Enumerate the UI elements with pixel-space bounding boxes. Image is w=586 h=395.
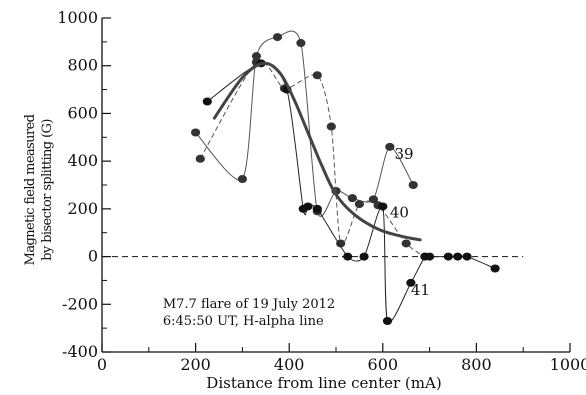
x-tick-label: 400 bbox=[274, 355, 305, 374]
series-41-point bbox=[378, 202, 388, 211]
series-label-39: 39 bbox=[395, 145, 414, 163]
flare-annotation: M7.7 flare of 19 July 2012 6:45:50 UT, H… bbox=[163, 297, 335, 329]
y-tick-label: 200 bbox=[67, 199, 98, 218]
series-39-point bbox=[347, 194, 357, 203]
y-tick-label: -400 bbox=[62, 342, 98, 361]
y-tick-label: 400 bbox=[67, 151, 98, 170]
series-39-point bbox=[385, 142, 395, 151]
series-40-point bbox=[336, 239, 346, 248]
y-axis-label-line-1: Magnetic field measured bbox=[23, 114, 38, 265]
x-axis-label: Distance from line center (mA) bbox=[206, 374, 441, 392]
y-tick-label: -200 bbox=[62, 294, 98, 313]
series-40-point bbox=[195, 154, 205, 163]
y-axis-label-line-2: by bisector splitting (G) bbox=[40, 119, 55, 261]
series-label-40: 40 bbox=[390, 203, 409, 221]
fit-curve bbox=[212, 61, 422, 242]
series-41-point bbox=[359, 252, 369, 261]
series-39-point bbox=[237, 175, 247, 184]
series-39-point bbox=[191, 128, 201, 137]
series-41-point bbox=[490, 264, 500, 273]
x-tick-label: 200 bbox=[180, 355, 211, 374]
series-40-point bbox=[312, 71, 322, 80]
x-tick-label: 0 bbox=[97, 355, 107, 374]
x-tick-label: 800 bbox=[461, 355, 492, 374]
series-41-point bbox=[443, 252, 453, 261]
series-39-point bbox=[272, 33, 283, 42]
series-40-point bbox=[354, 200, 364, 209]
series-41-point bbox=[425, 252, 435, 261]
series-41-point bbox=[202, 97, 212, 106]
y-tick-label: 1000 bbox=[57, 8, 98, 27]
series-41-point bbox=[303, 202, 313, 211]
series-39-point bbox=[296, 39, 306, 48]
x-tick-label: 1000 bbox=[550, 355, 586, 374]
series-label-41: 41 bbox=[411, 281, 430, 299]
y-tick-label: 800 bbox=[67, 56, 98, 75]
series-41-point bbox=[312, 204, 322, 213]
series-41-line bbox=[207, 62, 496, 323]
series-41-point bbox=[382, 316, 393, 325]
series-41-point bbox=[453, 252, 463, 261]
x-tick-label: 600 bbox=[368, 355, 399, 374]
y-axis-label: Magnetic field measured by bisector spli… bbox=[23, 114, 55, 265]
y-tick-label: 0 bbox=[88, 247, 98, 266]
annotation-line-2: 6:45:50 UT, H-alpha line bbox=[163, 314, 324, 329]
series-41-point bbox=[406, 278, 416, 287]
series-41-point bbox=[343, 252, 353, 261]
plot-area: -400 -200 0 200 400 600 800 1000 0 200 400 600 800 10… bbox=[57, 8, 586, 374]
y-tick-label: 600 bbox=[67, 103, 98, 122]
series-39-point bbox=[408, 181, 418, 189]
series-40-point bbox=[401, 239, 411, 248]
annotation-line-1: M7.7 flare of 19 July 2012 bbox=[163, 297, 335, 312]
series-39-point bbox=[251, 52, 262, 61]
series-40-point bbox=[326, 122, 336, 131]
series-41-point bbox=[462, 252, 472, 261]
